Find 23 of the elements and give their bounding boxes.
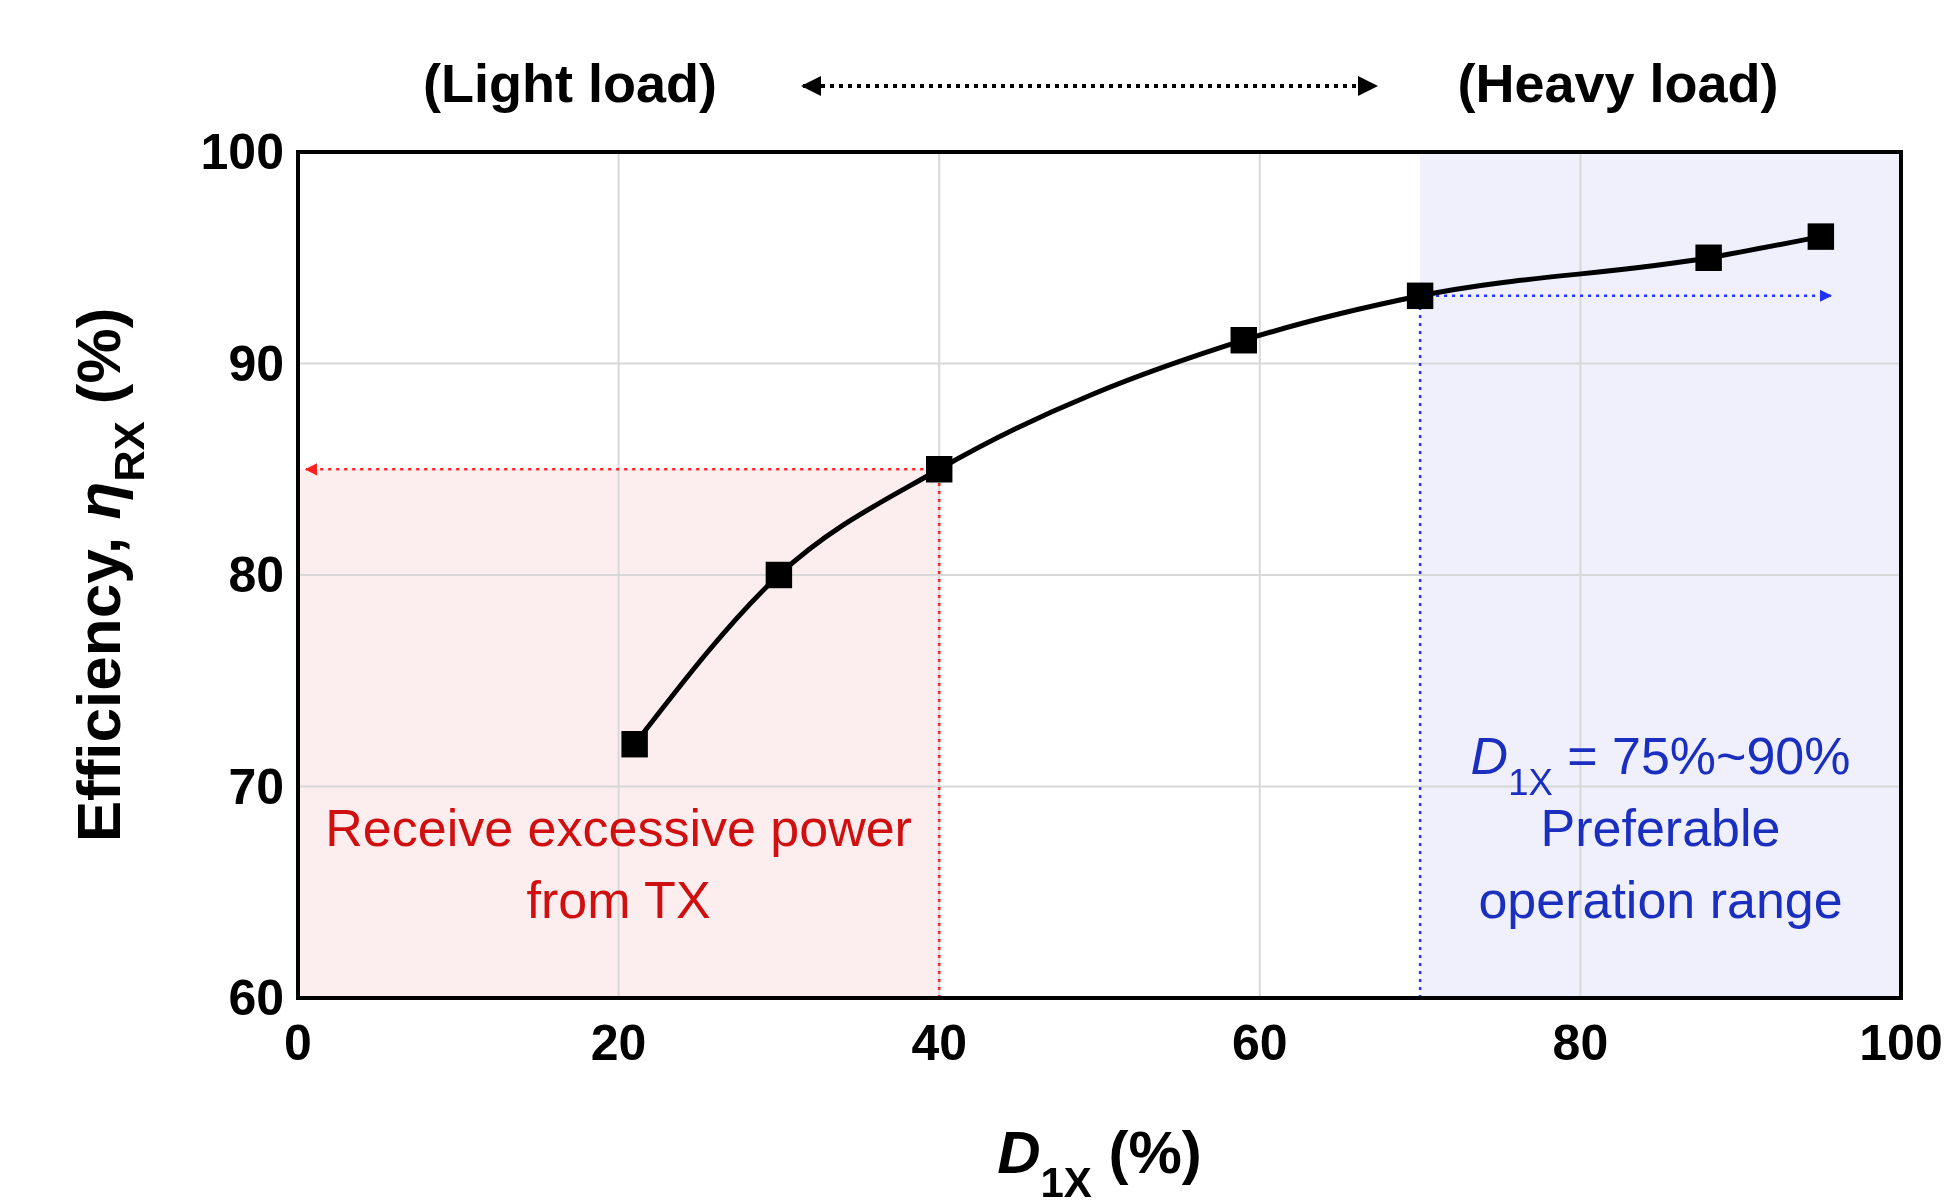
x-tick-label: 0 [284,1015,312,1071]
x-tick-label: 40 [911,1015,968,1071]
point [1695,244,1722,271]
text: (Heavy load) [1457,53,1779,113]
y-tick-label: 60 [228,970,284,1026]
band-label: Receive excessive power from TX [325,799,912,929]
y-tick-label: 80 [228,547,284,603]
point [1807,223,1835,250]
point [1230,327,1257,354]
band-label: D$_{1X}$ = 75%~90% Preferable operation range [1470,727,1851,929]
y-tick-label: 90 [228,335,284,392]
point [1406,282,1434,310]
x-tick-label: 60 [1231,1015,1288,1071]
y-tick-label: 100 [200,124,284,180]
x-axis-title: D$_{1X}$ (%) [997,1119,1202,1203]
point [925,456,953,483]
text: (Light load) [423,53,717,113]
x-tick-label: 20 [590,1015,647,1071]
x-tick-label: 100 [1859,1015,1943,1071]
y-tick-label: 70 [228,758,284,815]
point [621,730,648,758]
point [765,561,793,589]
x-tick-label: 80 [1552,1015,1609,1071]
